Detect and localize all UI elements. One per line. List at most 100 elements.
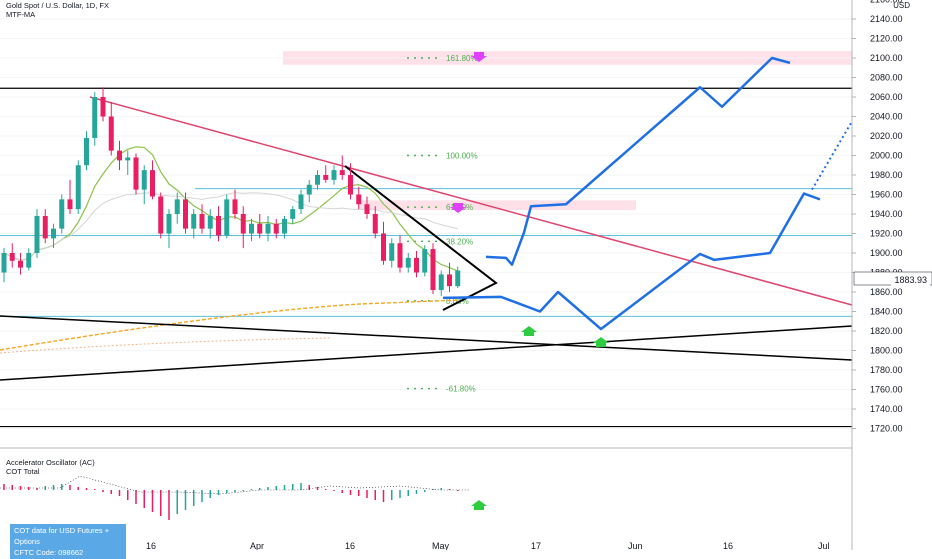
- candle-body: [133, 157, 139, 190]
- candle-body: [9, 253, 15, 261]
- candle-body: [67, 199, 73, 210]
- time-tick-label: 16: [345, 541, 355, 550]
- ma-short: [3, 146, 458, 272]
- forecast-path: [485, 56, 791, 266]
- candle-body: [331, 170, 337, 180]
- price-tick-label: 1800.00: [870, 346, 903, 356]
- markers: [450, 52, 609, 510]
- fib-zone-61: [358, 200, 636, 211]
- cot-info-box: COT data for USD Futures + Options CFTC …: [10, 524, 126, 559]
- candle-body: [273, 223, 279, 234]
- candle-body: [381, 233, 386, 261]
- price-tick-label: 2020.00: [870, 131, 903, 141]
- plot-background: [0, 0, 852, 550]
- last-price-label: 1883.93: [891, 275, 930, 286]
- candle-body: [438, 274, 444, 291]
- price-tick-label: 1920.00: [870, 229, 903, 239]
- forecast-paths[interactable]: [442, 56, 853, 331]
- fib-level-label: 161.80%: [446, 54, 478, 63]
- time-tick-label: Apr: [250, 541, 264, 550]
- price-tick-label: 2140.00: [870, 14, 903, 24]
- forecast-dotted: [811, 120, 853, 191]
- candle-body: [18, 260, 23, 268]
- candle-body: [34, 215, 40, 253]
- chart-title: Gold Spot / U.S. Dollar, 1D, FX: [6, 1, 109, 10]
- candle-body: [455, 270, 461, 287]
- fib-level-label: 100.00%: [446, 152, 478, 161]
- forecast-path: [442, 192, 821, 331]
- candle-body: [141, 170, 147, 190]
- candle-body: [315, 175, 320, 185]
- candle-body: [257, 223, 263, 234]
- ma-long: [3, 192, 458, 261]
- candle-body: [414, 257, 419, 273]
- candle-body: [356, 194, 362, 205]
- candle-body: [348, 175, 353, 195]
- price-tick-label: 1940.00: [870, 209, 903, 219]
- triangle-pattern: [344, 165, 498, 311]
- up-arrow-marker: [593, 337, 609, 347]
- time-tick-label: Jul: [818, 541, 830, 550]
- candle-body: [199, 214, 205, 229]
- price-tick-label: 2060.00: [870, 92, 903, 102]
- candle-body: [265, 223, 271, 234]
- candle-body: [323, 175, 329, 180]
- ma-orange-dotted: [0, 337, 331, 354]
- candle-body: [150, 170, 155, 197]
- time-tick-label: 16: [723, 541, 733, 550]
- time-tick-label: Jun: [628, 541, 643, 550]
- price-tick-label: 1760.00: [870, 385, 903, 395]
- price-tick-label: 2120.00: [870, 34, 903, 44]
- candle-body: [397, 243, 403, 268]
- price-tick-label: 1980.00: [870, 170, 903, 180]
- candle-body: [232, 199, 238, 214]
- candle-body: [174, 199, 180, 214]
- fib-level-label: -61.80%: [446, 385, 476, 394]
- candle-body: [92, 97, 98, 138]
- candle-body: [249, 223, 254, 234]
- candle-body: [166, 214, 172, 234]
- candle-body: [108, 116, 114, 151]
- trendlines: [0, 96, 853, 381]
- price-tick-label: 2080.00: [870, 73, 903, 83]
- price-tick-label: 2160.00: [870, 0, 903, 5]
- candle-body: [372, 214, 378, 234]
- lower-trendline: [0, 315, 853, 361]
- moving-averages: [0, 146, 461, 354]
- candle-body: [207, 215, 213, 229]
- up-arrow-marker: [521, 326, 537, 336]
- cot-info-line2: CFTC Code: 098662: [14, 548, 84, 557]
- descending-trendline: [89, 96, 853, 306]
- price-tick-label: 1840.00: [870, 307, 903, 317]
- candle-body: [282, 218, 287, 234]
- candle-body: [422, 249, 428, 273]
- candle-body: [447, 274, 452, 287]
- candle-body: [158, 196, 164, 234]
- fib-level-label: 0.00%: [446, 297, 469, 306]
- candle-body: [42, 215, 48, 239]
- candle-body: [240, 214, 246, 234]
- candle-body: [298, 194, 304, 210]
- time-tick-label: 16: [146, 541, 156, 550]
- down-arrow-marker: [450, 203, 466, 213]
- price-tick-label: 1960.00: [870, 190, 903, 200]
- price-tick-label: 1820.00: [870, 326, 903, 336]
- cot-info-line1: COT data for USD Futures + Options: [14, 526, 110, 546]
- cot-title: COT Total: [6, 467, 40, 476]
- candle-body: [430, 249, 436, 291]
- down-arrow-marker: [471, 52, 487, 62]
- candle-body: [306, 184, 312, 195]
- currency-label: USD: [893, 1, 910, 10]
- indicator-label: MTF-MA: [6, 10, 36, 19]
- candle-body: [125, 157, 131, 161]
- candles[interactable]: [1, 87, 461, 296]
- cot-line: [0, 475, 470, 495]
- candle-body: [216, 215, 221, 236]
- candle-body: [183, 199, 188, 229]
- candle-body: [51, 228, 56, 239]
- ma-200: [0, 299, 461, 351]
- price-tick-label: 1860.00: [870, 287, 903, 297]
- price-tick-label: 1720.00: [870, 424, 903, 434]
- candle-body: [191, 214, 197, 229]
